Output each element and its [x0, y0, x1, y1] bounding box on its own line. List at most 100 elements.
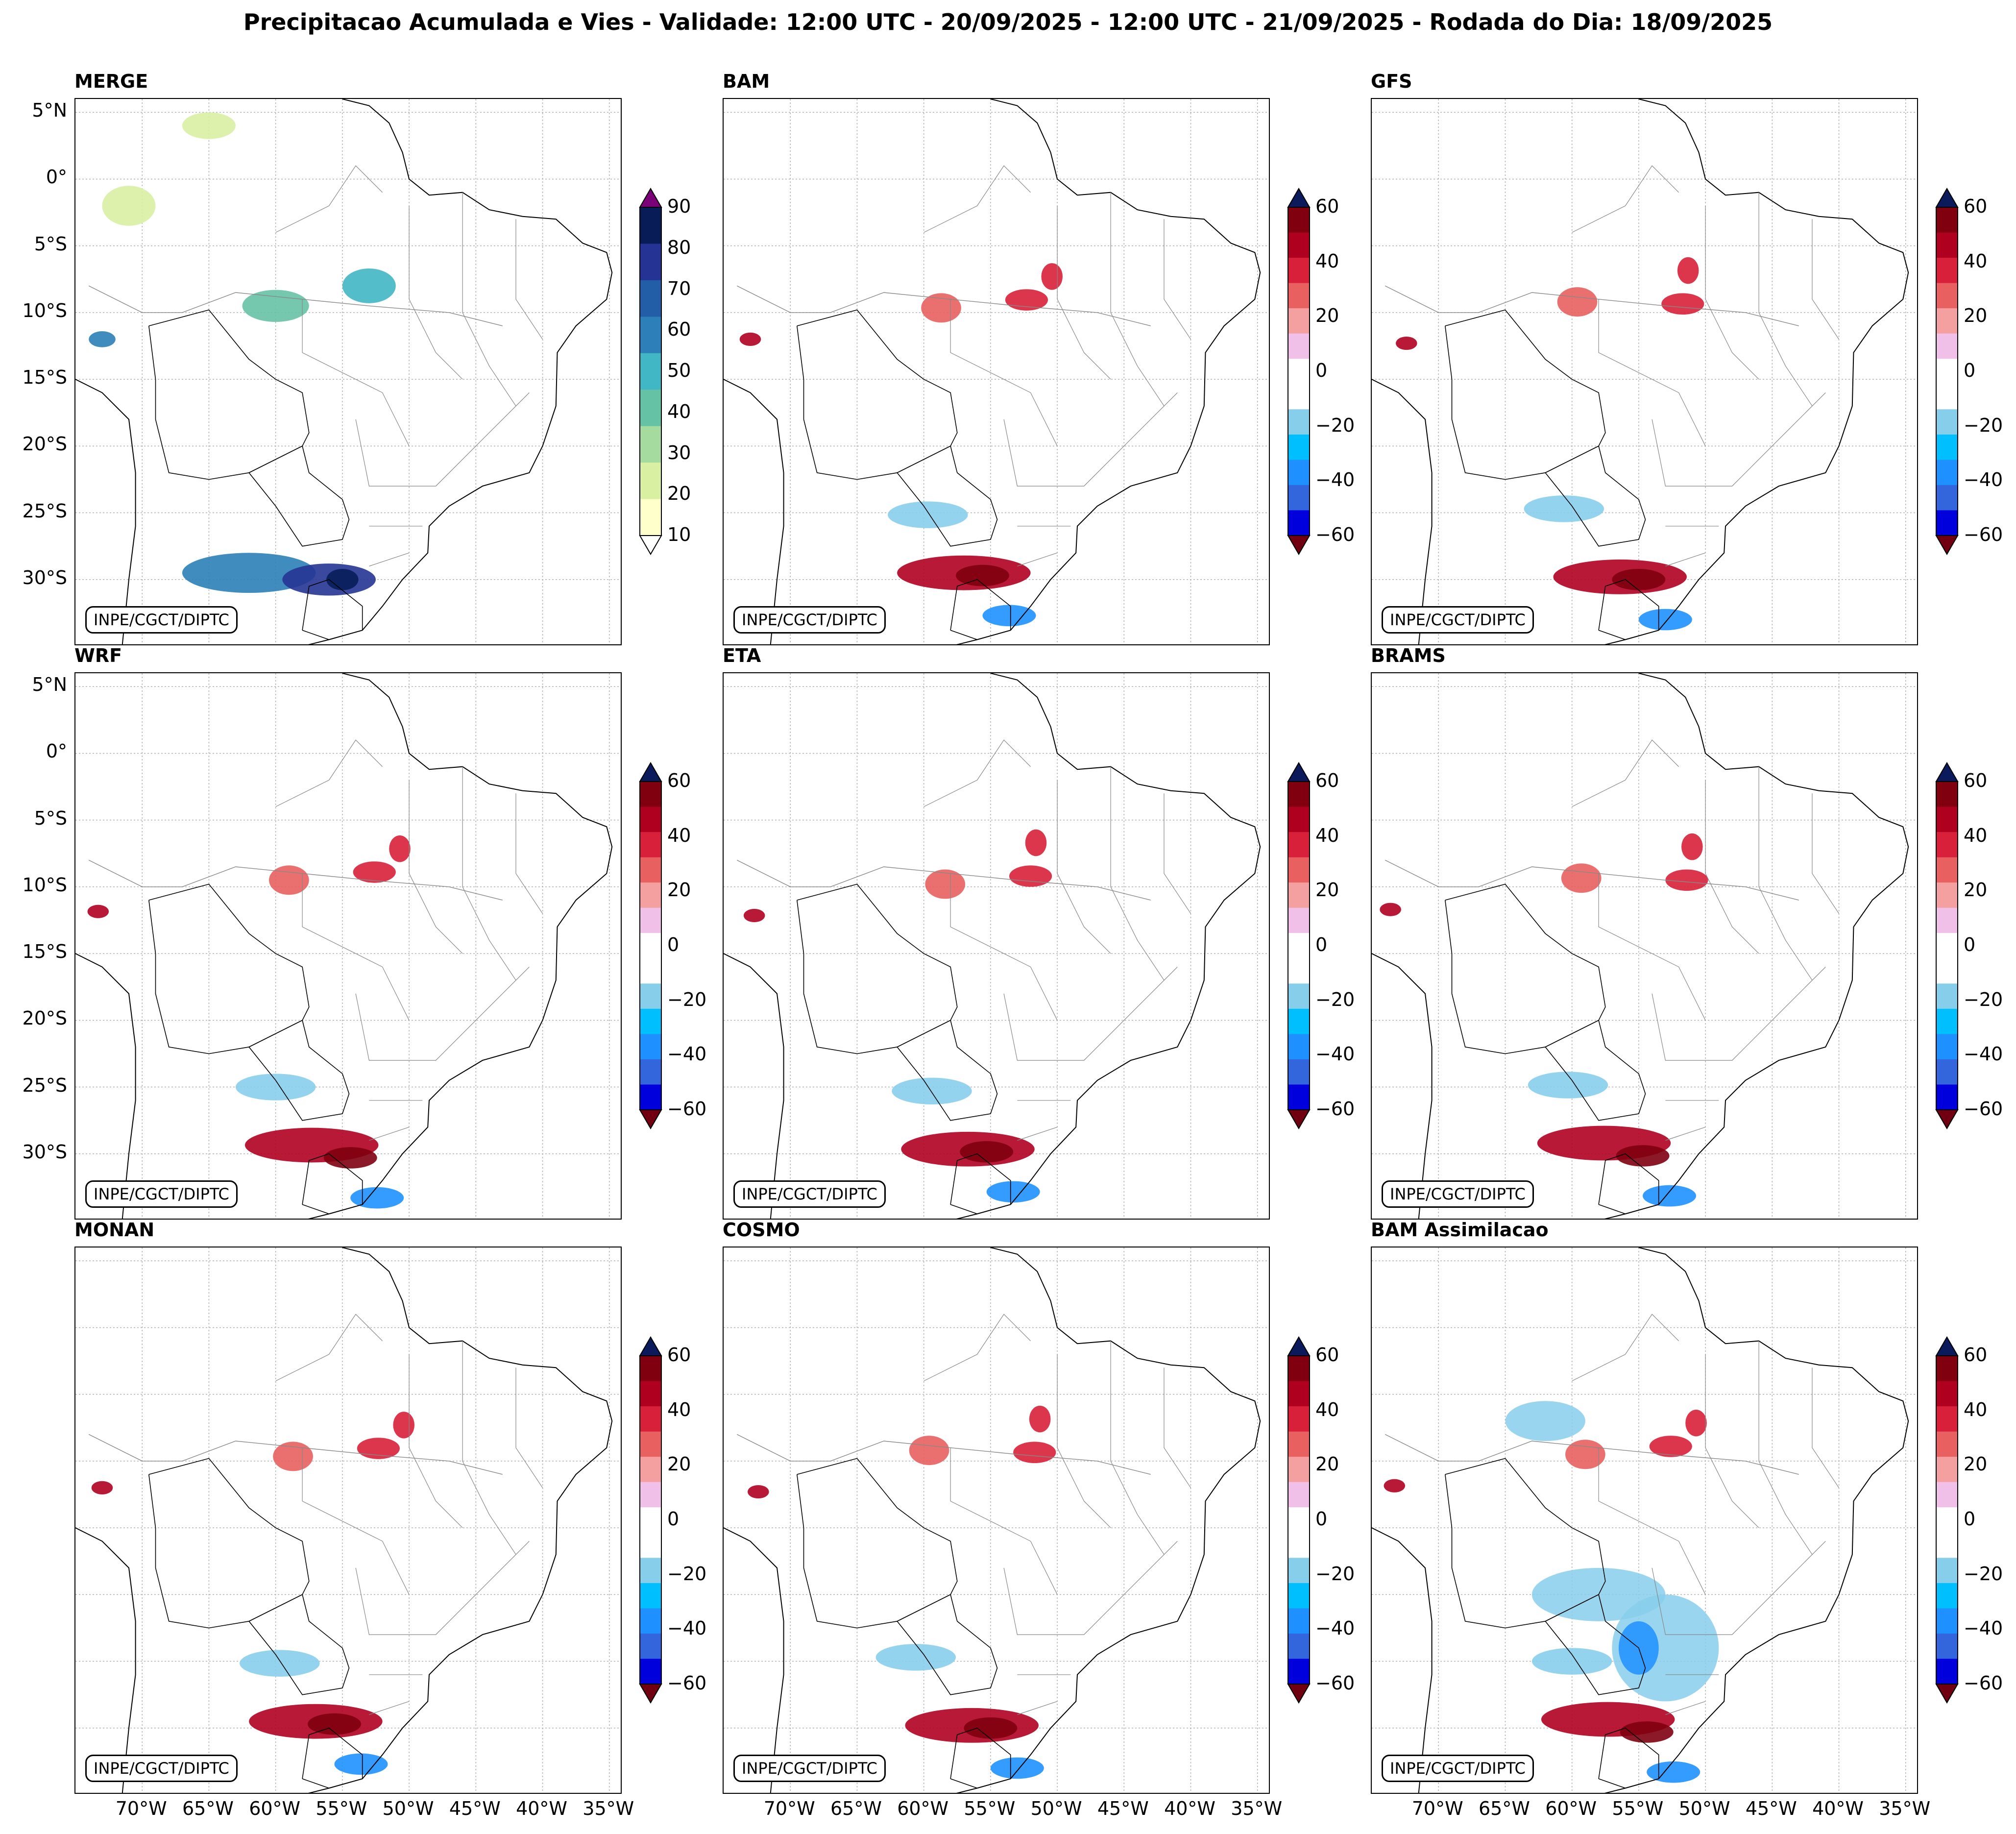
- colorbar-segment: [1936, 907, 1958, 933]
- precip-blob: [1041, 263, 1063, 290]
- state-border: [1003, 392, 1178, 487]
- precip-blob: [357, 1438, 400, 1459]
- colorbar-segment: [1936, 1633, 1958, 1659]
- state-border: [950, 873, 1058, 1021]
- colorbar-tick-label: 0: [667, 934, 680, 955]
- precip-blob: [909, 1436, 949, 1466]
- country-border: [302, 1153, 363, 1215]
- colorbar-segment: [1288, 232, 1310, 258]
- panel-title-eta: ETA: [723, 645, 761, 666]
- colorbar-segment: [640, 958, 661, 984]
- colorbar-segment: [1936, 283, 1958, 309]
- colorbar-tick-label: 0: [1315, 934, 1328, 955]
- state-border: [1017, 1126, 1058, 1141]
- state-border: [1652, 1541, 1826, 1635]
- precip-blob: [1384, 1479, 1406, 1492]
- state-border: [409, 1354, 463, 1528]
- precip-blob: [925, 869, 966, 899]
- map-svg: [724, 1247, 1269, 1793]
- colorbar-segment: [1936, 958, 1958, 984]
- colorbar-segment: [1936, 933, 1958, 959]
- colorbar-tick-label: 0: [1315, 1508, 1328, 1530]
- state-border: [1598, 1447, 1706, 1595]
- credit-label: INPE/CGCT/DIPTC: [733, 1755, 886, 1782]
- colorbar-tick-label: 20: [667, 1453, 691, 1475]
- colorbar-tick-label: −20: [1315, 988, 1355, 1010]
- colorbar-segment: [1936, 1356, 1958, 1382]
- colorbar-extend-bottom: [1287, 1109, 1311, 1129]
- country-border: [1598, 1727, 1659, 1789]
- state-border: [302, 1447, 410, 1595]
- colorbar-segment: [1936, 434, 1958, 460]
- colorbar-segment: [1288, 258, 1310, 284]
- colorbar: [1935, 1336, 1959, 1708]
- credit-label: INPE/CGCT/DIPTC: [1382, 606, 1534, 634]
- colorbar-segment: [1288, 1084, 1310, 1110]
- state-border: [275, 739, 383, 807]
- lat-label: 25°S: [22, 1074, 67, 1096]
- state-border: [1017, 1701, 1058, 1715]
- precip-blob: [182, 553, 316, 593]
- colorbar-tick-label: −40: [1964, 1617, 2003, 1639]
- colorbar-tick-label: −60: [1315, 524, 1355, 545]
- colorbar-tick-label: −40: [1315, 1617, 1355, 1639]
- map-panel-merge: INPE/CGCT/DIPTC: [74, 98, 622, 645]
- country-border: [1545, 445, 1646, 547]
- colorbar-extend-top: [639, 1336, 662, 1356]
- map-panel-brams: INPE/CGCT/DIPTC: [1371, 672, 1918, 1220]
- map-svg: [75, 1247, 621, 1793]
- colorbar-tick-label: −60: [1964, 1098, 2003, 1120]
- colorbar-segment: [640, 1406, 661, 1432]
- state-border: [355, 1541, 530, 1635]
- colorbar-tick-label: 40: [1964, 824, 1988, 846]
- precip-blob: [393, 1412, 414, 1439]
- precip-blob: [1661, 293, 1704, 315]
- lon-label: 65°W: [1478, 1798, 1530, 1819]
- state-border: [1110, 1341, 1165, 1555]
- coastline: [75, 673, 613, 1219]
- panel-title-cosmo: COSMO: [723, 1219, 800, 1241]
- colorbar-segment: [1288, 807, 1310, 832]
- state-border: [1164, 1368, 1191, 1488]
- precip-blob: [102, 186, 156, 226]
- colorbar-segment: [1288, 485, 1310, 511]
- colorbar-tick-label: −60: [1315, 1672, 1355, 1694]
- colorbar-tick-label: −40: [667, 1043, 707, 1065]
- credit-label: INPE/CGCT/DIPTC: [733, 1180, 886, 1208]
- colorbar-extend-bottom: [1935, 1109, 1959, 1129]
- precip-blob: [743, 908, 765, 923]
- colorbar-tick-label: 60: [1315, 1344, 1339, 1366]
- lon-label: 35°W: [583, 1798, 634, 1819]
- colorbar-segment: [1288, 1059, 1310, 1085]
- precip-blob: [960, 1141, 1014, 1163]
- colorbar-tick-label: 60: [1315, 770, 1339, 791]
- colorbar-tick-label: −40: [1315, 469, 1355, 491]
- colorbar-tick-label: 60: [1964, 770, 1988, 791]
- colorbar-segment: [1936, 1381, 1958, 1407]
- country-border: [950, 579, 1011, 640]
- colorbar-tick-label: 20: [1964, 879, 1988, 901]
- colorbar-segment: [1936, 384, 1958, 410]
- country-border: [736, 859, 1151, 901]
- colorbar-segment: [1936, 1558, 1958, 1584]
- colorbar-tick-label: 40: [1315, 1398, 1339, 1420]
- colorbar-segment: [1936, 1457, 1958, 1483]
- coastline: [1372, 1247, 1909, 1793]
- precip-blob: [235, 1074, 316, 1100]
- state-border: [1017, 552, 1058, 567]
- colorbar-segment: [1936, 409, 1958, 435]
- state-border: [355, 966, 530, 1061]
- precip-blob: [964, 1717, 1018, 1739]
- map-panel-eta: INPE/CGCT/DIPTC: [723, 672, 1270, 1220]
- state-border: [1652, 966, 1826, 1061]
- state-border: [1812, 793, 1839, 914]
- colorbar-segment: [1288, 510, 1310, 536]
- colorbar-segment: [1288, 1659, 1310, 1685]
- precip-blob: [1685, 1410, 1707, 1437]
- colorbar-segment: [640, 882, 661, 908]
- credit-label: INPE/CGCT/DIPTC: [1382, 1755, 1534, 1782]
- colorbar-segment: [640, 1356, 661, 1382]
- colorbar-tick-label: 80: [667, 236, 691, 258]
- colorbar: [1287, 188, 1311, 559]
- colorbar-tick-label: 20: [1315, 1453, 1339, 1475]
